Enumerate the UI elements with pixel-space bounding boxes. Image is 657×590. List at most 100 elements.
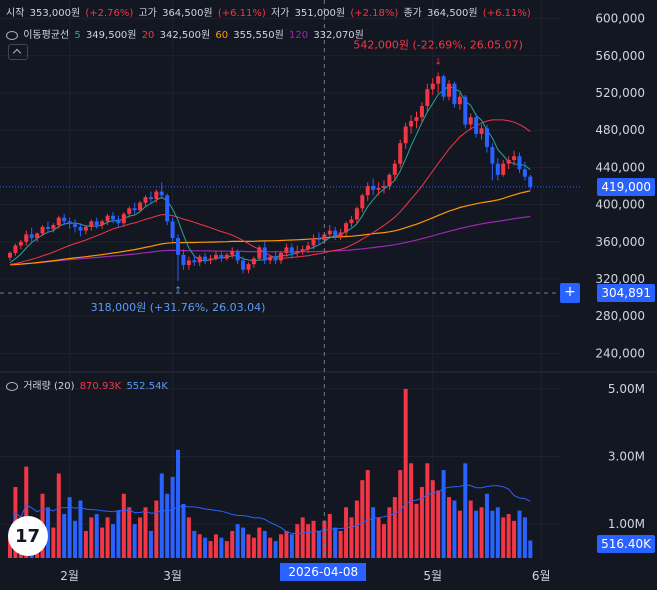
lowest-price-marker-icon: ↑ — [174, 286, 182, 296]
volume-visibility-eye-icon[interactable] — [6, 381, 18, 391]
volume-bar — [51, 527, 56, 558]
volume-bar — [430, 480, 435, 558]
price-tick-label: 280,000 — [595, 309, 645, 323]
volume-bar — [257, 527, 262, 558]
volume-bar — [344, 507, 349, 558]
ma120-period: 120 — [289, 30, 309, 41]
volume-tick-label: 5.00M — [608, 382, 645, 396]
candle-body — [51, 225, 56, 229]
time-axis[interactable]: 2월 3월 5월 6월 — [60, 569, 550, 583]
candle-body — [45, 226, 50, 229]
volume-bar — [409, 463, 414, 558]
candle-body — [506, 159, 511, 164]
volume-bar — [289, 534, 294, 558]
candle-body — [273, 256, 278, 261]
candle-body — [447, 83, 452, 97]
volume-bar — [268, 537, 273, 558]
volume-bar — [349, 517, 354, 558]
volume-bar — [506, 514, 511, 558]
candle-body — [251, 258, 256, 265]
candle-body — [78, 226, 83, 231]
close-label: 종가 — [403, 8, 422, 19]
candle-body — [338, 232, 343, 237]
volume-bar — [110, 524, 115, 558]
candle-body — [387, 174, 392, 186]
candle-body — [235, 251, 240, 261]
candle-body — [148, 197, 153, 200]
candle-body — [18, 241, 23, 246]
candle-body — [257, 247, 262, 259]
high-change: (+6.11%) — [217, 8, 266, 19]
volume-legend[interactable]: 거래량 (20) 870.93K 552.54K — [6, 377, 170, 392]
candle-body — [159, 191, 164, 196]
candle-body — [528, 176, 533, 187]
candle-body — [522, 169, 527, 177]
candle-body — [83, 226, 88, 231]
volume-bar — [8, 537, 12, 558]
price-tick-label: 440,000 — [595, 160, 645, 174]
volume-bar — [127, 507, 132, 558]
volume-bar — [490, 510, 495, 558]
volume-bar — [457, 510, 462, 558]
collapse-legend-button[interactable] — [8, 44, 28, 60]
volume-bar — [522, 517, 527, 558]
volume-bar — [121, 493, 126, 558]
open-label: 시작 — [6, 8, 25, 19]
candle-body — [295, 251, 300, 253]
volume-bar — [419, 486, 424, 558]
candle-body — [35, 233, 40, 239]
candle-body — [105, 215, 110, 222]
volume-bar — [333, 527, 338, 558]
visibility-eye-icon[interactable] — [6, 30, 18, 40]
candle-body — [219, 254, 224, 259]
volume-bar — [224, 541, 229, 558]
volume-bar — [376, 517, 381, 558]
price-axis[interactable]: 600,000 560,000 520,000 480,000 440,000 400,0… — [595, 12, 645, 361]
crosshair-price-label: 304,891 — [597, 284, 655, 303]
candle-body — [284, 247, 289, 253]
volume-bar — [203, 537, 208, 558]
ma5-value: 349,500원 — [85, 30, 137, 41]
price-tick-label: 320,000 — [595, 272, 645, 286]
volume-bar — [365, 470, 370, 558]
volume-value-1: 870.93K — [79, 381, 122, 392]
volume-bar — [463, 463, 468, 558]
candle-body — [56, 217, 61, 226]
candle-body — [127, 208, 132, 214]
ohlc-legend: 시작 353,000원 (+2.76%) 고가 364,500원 (+6.11%… — [6, 4, 533, 19]
price-tick-label: 560,000 — [595, 49, 645, 63]
candle-body — [165, 195, 170, 222]
candle-body — [300, 249, 305, 252]
price-tick-label: 240,000 — [595, 346, 645, 360]
time-tick-label: 2월 — [60, 569, 79, 583]
candle-body — [354, 208, 359, 220]
open-value: 353,000원 — [29, 8, 81, 19]
volume-bar — [327, 514, 332, 558]
ma120-value: 332,070원 — [313, 30, 364, 41]
candle-body — [441, 76, 446, 97]
candle-body — [316, 238, 321, 240]
high-label: 고가 — [138, 8, 157, 19]
candle-body — [224, 254, 229, 259]
volume-bar — [306, 524, 311, 558]
volume-bar — [447, 497, 452, 558]
candle-body — [463, 96, 468, 125]
ma-legend[interactable]: 이동평균선 5 349,500원 20 342,500원 60 355,550원… — [6, 26, 366, 41]
volume-bar — [83, 530, 88, 558]
candle-body — [29, 234, 34, 239]
volume-axis[interactable]: 5.00M 3.00M 1.00M — [608, 382, 645, 531]
candle-body — [154, 191, 159, 200]
volume-bar — [468, 500, 473, 558]
volume-bar — [392, 497, 397, 558]
candle-body — [344, 223, 349, 233]
volume-bar — [94, 514, 99, 558]
volume-tick-label: 1.00M — [608, 517, 645, 531]
current-volume-label: 516.40K — [597, 534, 655, 553]
add-alert-plus-icon[interactable]: + — [560, 283, 580, 304]
volume-bar — [230, 530, 235, 558]
candle-body — [132, 208, 137, 211]
volume-bar — [284, 530, 289, 558]
volume-bar — [452, 500, 457, 558]
candle-body — [181, 254, 186, 266]
